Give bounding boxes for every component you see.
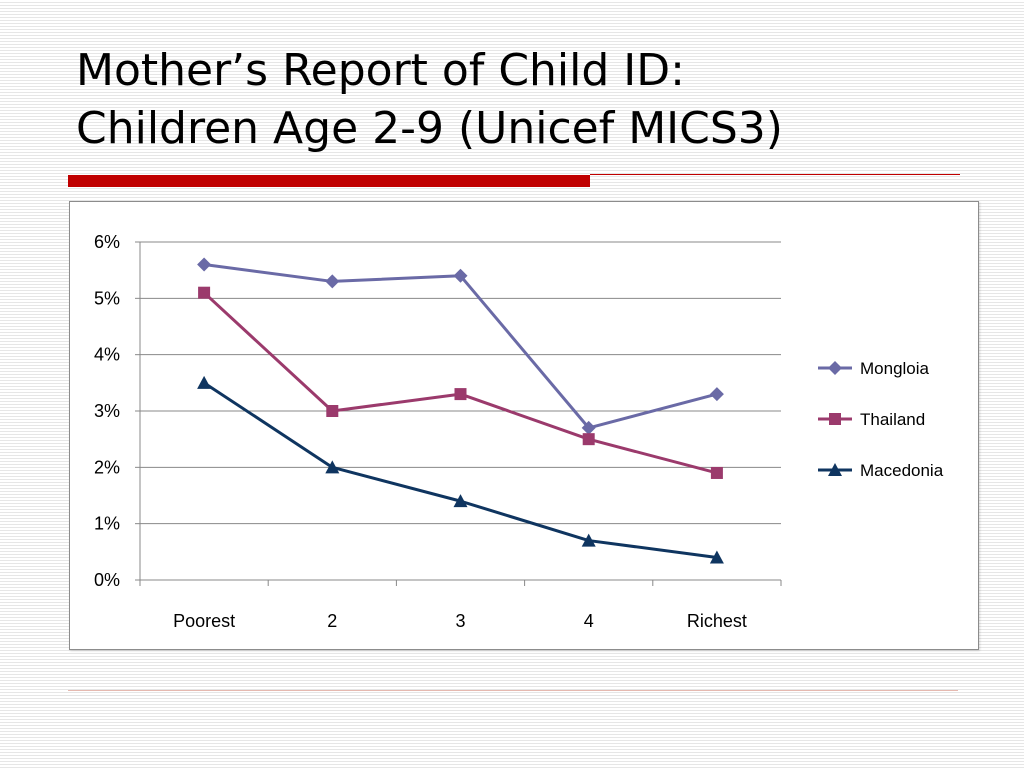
data-point-thailand-3: [582, 433, 595, 446]
legend-marker-macedonia: [828, 463, 842, 476]
series-line-mongloia: [203, 263, 718, 430]
data-point-thailand-2: [454, 388, 467, 401]
x-tick-label-4: Richest: [687, 611, 747, 631]
data-point-thailand-4: [710, 466, 723, 479]
slide-title-line-1: Mother’s Report of Child ID:: [76, 45, 685, 96]
series-line-macedonia: [203, 381, 718, 559]
x-tick-label-2: 3: [455, 611, 465, 631]
y-tick-label-6: 6%: [94, 232, 120, 252]
y-tick-label-3: 3%: [94, 401, 120, 421]
data-point-mongloia-4: [709, 387, 724, 402]
title-underline-thin: [590, 174, 960, 175]
x-tick-label-1: 2: [327, 611, 337, 631]
legend-label-macedonia: Macedonia: [860, 461, 944, 480]
legend-marker-thailand: [829, 413, 841, 425]
y-tick-label-5: 5%: [94, 288, 120, 308]
footer-divider: [68, 690, 958, 691]
y-tick-label-1: 1%: [94, 514, 120, 534]
y-tick-label-2: 2%: [94, 457, 120, 477]
legend: Mongloia Thailand Macedonia: [818, 359, 944, 480]
gridlines: [140, 241, 781, 525]
series-line-thailand: [203, 291, 718, 475]
data-point-mongloia-3: [581, 420, 596, 435]
data-point-macedonia-1: [325, 460, 340, 474]
slide-title-line-2: Children Age 2-9 (Unicef MICS3): [76, 103, 783, 154]
data-point-mongloia-2: [453, 268, 468, 283]
title-underline-thick: [68, 175, 590, 187]
data-point-macedonia-3: [581, 533, 596, 547]
line-chart: 0% 1% 2% 3% 4% 5% 6% Poorest 2 3 4 Richest Mongloia…: [94, 232, 944, 631]
x-tick-label-0: Poorest: [173, 611, 235, 631]
legend-label-mongloia: Mongloia: [860, 359, 930, 378]
axes: 0% 1% 2% 3% 4% 5% 6% Poorest 2 3 4 Richest: [94, 232, 782, 631]
data-point-macedonia-0: [197, 375, 212, 389]
y-tick-label-0: 0%: [94, 570, 120, 590]
legend-label-thailand: Thailand: [860, 410, 925, 429]
data-point-thailand-1: [326, 405, 339, 417]
data-point-thailand-0: [198, 286, 211, 299]
legend-marker-mongloia: [828, 361, 842, 375]
x-tick-label-3: 4: [584, 611, 594, 631]
slide-title: Mother’s Report of Child ID: Children Ag…: [76, 42, 976, 158]
series-lines: [197, 257, 724, 564]
data-point-mongloia-1: [325, 274, 340, 289]
chart-frame: 0% 1% 2% 3% 4% 5% 6% Poorest 2 3 4 Richest Mongloia…: [69, 201, 979, 650]
data-point-macedonia-4: [709, 550, 724, 564]
data-point-mongloia-0: [197, 257, 212, 272]
data-point-macedonia-2: [453, 494, 468, 508]
y-tick-label-4: 4%: [94, 345, 120, 365]
